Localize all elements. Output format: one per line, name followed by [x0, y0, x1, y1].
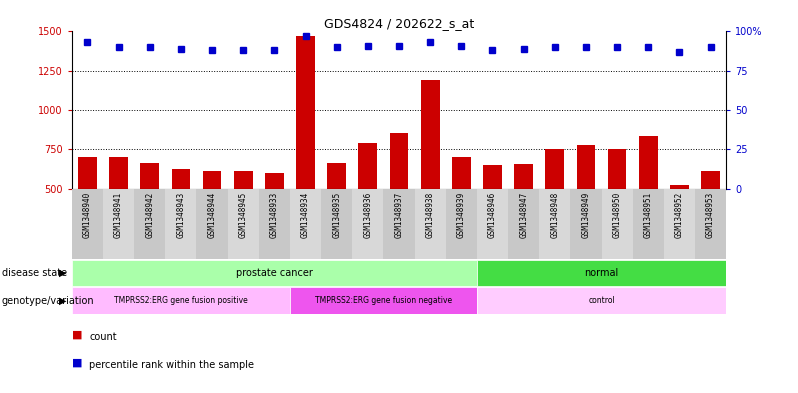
- Bar: [383, 189, 415, 259]
- Bar: [446, 189, 477, 259]
- Text: GSM1348933: GSM1348933: [270, 192, 279, 239]
- Bar: [514, 164, 533, 267]
- Bar: [72, 287, 290, 314]
- Text: GSM1348946: GSM1348946: [488, 192, 497, 239]
- Bar: [134, 189, 165, 259]
- Bar: [452, 157, 471, 267]
- Bar: [290, 189, 321, 259]
- Bar: [140, 163, 159, 267]
- Bar: [477, 189, 508, 259]
- Text: GSM1348949: GSM1348949: [582, 192, 591, 239]
- Text: GSM1348943: GSM1348943: [176, 192, 185, 239]
- Text: GSM1348947: GSM1348947: [519, 192, 528, 239]
- Bar: [109, 157, 128, 267]
- Text: normal: normal: [584, 268, 618, 278]
- Bar: [695, 189, 726, 259]
- Text: count: count: [89, 332, 117, 342]
- Bar: [608, 149, 626, 267]
- Text: GSM1348945: GSM1348945: [239, 192, 247, 239]
- Bar: [701, 171, 720, 267]
- Text: disease state: disease state: [2, 268, 67, 278]
- Text: ▶: ▶: [59, 296, 66, 306]
- Text: ▶: ▶: [59, 268, 66, 278]
- Bar: [577, 145, 595, 267]
- Bar: [639, 136, 658, 267]
- Bar: [508, 189, 539, 259]
- Text: GSM1348934: GSM1348934: [301, 192, 310, 239]
- Bar: [358, 143, 377, 267]
- Text: GSM1348942: GSM1348942: [145, 192, 154, 239]
- Bar: [321, 189, 352, 259]
- Text: GSM1348944: GSM1348944: [207, 192, 216, 239]
- Text: GSM1348952: GSM1348952: [675, 192, 684, 239]
- Bar: [196, 189, 227, 259]
- Bar: [72, 260, 477, 286]
- Title: GDS4824 / 202622_s_at: GDS4824 / 202622_s_at: [324, 17, 474, 30]
- Bar: [664, 189, 695, 259]
- Bar: [421, 80, 440, 267]
- Text: GSM1348936: GSM1348936: [363, 192, 373, 239]
- Text: GSM1348950: GSM1348950: [613, 192, 622, 239]
- Bar: [72, 189, 103, 259]
- Text: TMPRSS2:ERG gene fusion negative: TMPRSS2:ERG gene fusion negative: [315, 296, 452, 305]
- Bar: [296, 36, 315, 267]
- Text: GSM1348948: GSM1348948: [551, 192, 559, 239]
- Bar: [670, 185, 689, 267]
- Bar: [165, 189, 196, 259]
- Bar: [633, 189, 664, 259]
- Bar: [78, 157, 97, 267]
- Text: GSM1348937: GSM1348937: [394, 192, 404, 239]
- Text: ■: ■: [72, 358, 82, 367]
- Bar: [265, 173, 284, 267]
- Text: GSM1348935: GSM1348935: [332, 192, 342, 239]
- Bar: [571, 189, 602, 259]
- Bar: [477, 260, 726, 286]
- Text: TMPRSS2:ERG gene fusion positive: TMPRSS2:ERG gene fusion positive: [114, 296, 247, 305]
- Bar: [203, 171, 221, 267]
- Bar: [477, 287, 726, 314]
- Bar: [602, 189, 633, 259]
- Bar: [234, 171, 252, 267]
- Bar: [546, 149, 564, 267]
- Text: ■: ■: [72, 330, 82, 340]
- Text: GSM1348951: GSM1348951: [644, 192, 653, 239]
- Bar: [327, 163, 346, 267]
- Text: percentile rank within the sample: percentile rank within the sample: [89, 360, 255, 369]
- Text: GSM1348940: GSM1348940: [83, 192, 92, 239]
- Bar: [539, 189, 571, 259]
- Bar: [172, 169, 190, 267]
- Text: GSM1348941: GSM1348941: [114, 192, 123, 239]
- Bar: [483, 165, 502, 267]
- Text: prostate cancer: prostate cancer: [236, 268, 313, 278]
- Bar: [415, 189, 446, 259]
- Bar: [352, 189, 383, 259]
- Text: GSM1348939: GSM1348939: [456, 192, 466, 239]
- Text: GSM1348938: GSM1348938: [425, 192, 435, 239]
- Bar: [103, 189, 134, 259]
- Bar: [259, 189, 290, 259]
- Bar: [290, 287, 477, 314]
- Bar: [389, 133, 409, 267]
- Text: genotype/variation: genotype/variation: [2, 296, 94, 306]
- Text: control: control: [588, 296, 615, 305]
- Bar: [227, 189, 259, 259]
- Text: GSM1348953: GSM1348953: [706, 192, 715, 239]
